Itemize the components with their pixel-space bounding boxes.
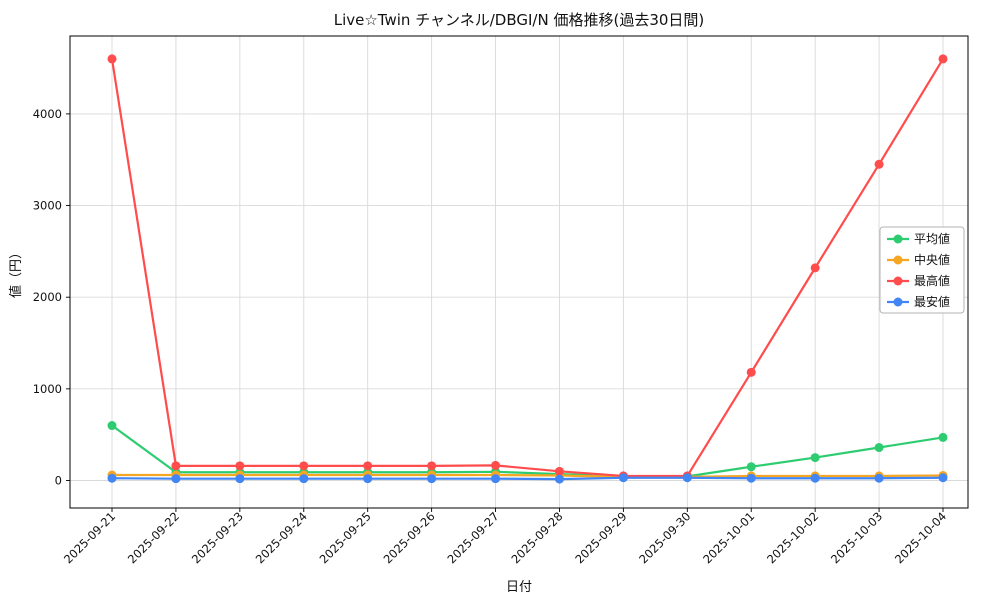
series-average-marker — [874, 443, 884, 453]
series-max-marker — [810, 263, 820, 273]
series-max-marker — [554, 466, 564, 476]
x-tick-label: 2025-10-02 — [764, 509, 821, 566]
x-tick-label: 2025-09-26 — [381, 509, 438, 566]
series-max-marker — [107, 54, 117, 64]
series-min-marker — [427, 474, 437, 484]
series-max-marker — [746, 367, 756, 377]
legend-marker — [893, 276, 903, 286]
series-max-marker — [171, 461, 181, 471]
x-tick-label: 2025-09-21 — [61, 509, 118, 566]
y-tick-label: 1000 — [33, 382, 62, 396]
series-max-marker — [299, 461, 309, 471]
y-axis-label: 値（円） — [8, 246, 24, 298]
series-min-marker — [235, 474, 245, 484]
x-tick-label: 2025-09-22 — [125, 509, 182, 566]
y-tick-label: 4000 — [33, 107, 62, 121]
chart-title: Live☆Twin チャンネル/DBGI/N 価格推移(過去30日間) — [334, 11, 705, 29]
x-tick-label: 2025-10-03 — [828, 509, 885, 566]
series-max-marker — [363, 461, 373, 471]
legend-marker — [893, 297, 903, 307]
y-tick-label: 3000 — [33, 199, 62, 213]
series-min-marker — [171, 474, 181, 484]
series-min-marker — [491, 474, 501, 484]
series-average-marker — [107, 421, 117, 431]
series-min-marker — [554, 474, 564, 484]
legend-box — [879, 226, 965, 314]
plot-border — [69, 35, 969, 509]
series-average-marker — [810, 453, 820, 463]
series-min-line — [110, 476, 945, 481]
legend-item-label: 最安値 — [914, 294, 950, 309]
series-max-marker — [874, 159, 884, 169]
series-min-marker — [746, 473, 756, 483]
x-tick-label: 2025-09-25 — [317, 509, 374, 566]
x-axis-label: 日付 — [506, 580, 532, 595]
x-tick-label: 2025-10-04 — [892, 509, 949, 566]
legend-item-label: 平均値 — [914, 231, 950, 246]
series-max-marker — [235, 461, 245, 471]
series-min-marker — [682, 473, 692, 483]
series-min-marker — [874, 473, 884, 483]
x-tick-label: 2025-09-29 — [572, 509, 629, 566]
series-average-line — [110, 424, 945, 478]
legend-marker — [893, 255, 903, 265]
x-tick-label: 2025-09-24 — [253, 509, 310, 566]
series-min-marker — [938, 473, 948, 483]
legend-marker — [893, 234, 903, 244]
x-tick-label: 2025-09-23 — [189, 509, 246, 566]
series-max-marker — [427, 461, 437, 471]
series-max-marker — [491, 460, 501, 470]
legend-item-label: 中央値 — [914, 252, 950, 267]
series-min-marker — [810, 473, 820, 483]
series-min-marker — [618, 473, 628, 483]
series-min-marker — [299, 474, 309, 484]
x-tick-label: 2025-09-30 — [636, 509, 693, 566]
x-tick-label: 2025-09-27 — [444, 509, 501, 566]
y-tick-label: 2000 — [33, 290, 62, 304]
series-median-line — [110, 473, 945, 478]
y-tick-label: 0 — [55, 474, 62, 488]
series-average-marker — [938, 432, 948, 442]
series-average-marker — [746, 462, 756, 472]
x-tick-label: 2025-09-28 — [508, 509, 565, 566]
legend-item-label: 最高値 — [914, 273, 950, 288]
series-min-marker — [363, 474, 373, 484]
series-min-marker — [107, 473, 117, 483]
series-max-line — [110, 57, 945, 478]
series-max-marker — [938, 54, 948, 64]
x-tick-label: 2025-10-01 — [700, 509, 757, 566]
